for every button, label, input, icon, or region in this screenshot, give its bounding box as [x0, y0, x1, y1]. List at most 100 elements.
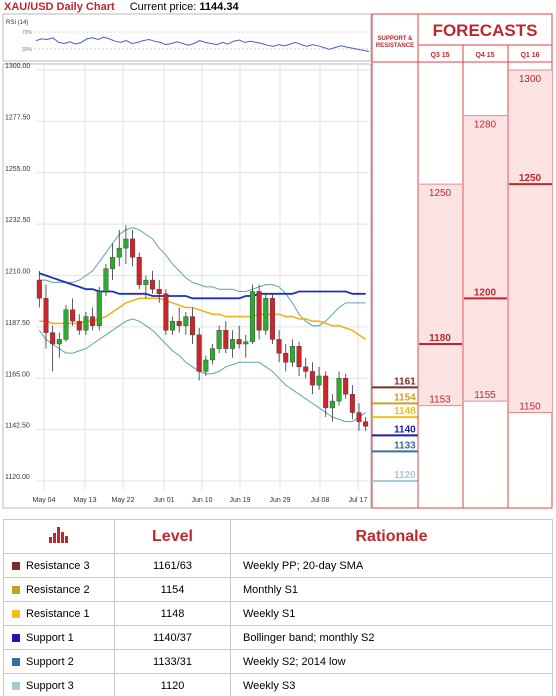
forecast-title: FORECASTS [433, 21, 538, 40]
level-name: Resistance 1 [26, 607, 90, 620]
chart-gridlines [36, 64, 369, 490]
level-name-cell: Support 3 [3, 673, 115, 696]
candle-body [136, 257, 142, 285]
sr-level-label: 1161 [394, 376, 416, 387]
sr-level-label: 1133 [394, 440, 416, 451]
sr-level-label: 1154 [394, 392, 416, 403]
forecast-high-label: 1280 [474, 120, 497, 131]
candle-body [296, 346, 302, 368]
candle-body [170, 320, 176, 331]
y-tick-label: 1255.00 [5, 166, 30, 173]
level-rationale: Weekly PP; 20-day SMA [230, 553, 553, 578]
candle-body [283, 352, 289, 363]
candle-body [316, 375, 322, 386]
candle-body [110, 257, 116, 269]
candle-body [243, 341, 249, 345]
candle-body [103, 268, 109, 292]
level-value: 1140/37 [114, 625, 231, 650]
forecast-mid-label: 1180 [429, 333, 451, 344]
candle-body [263, 298, 269, 331]
level-name: Resistance 2 [26, 583, 90, 596]
chart-title: XAU/USD Daily Chart [4, 1, 115, 13]
candle-body [236, 339, 242, 345]
forecast-low-label: 1155 [474, 390, 496, 401]
candle-body [123, 238, 129, 249]
level-value: 1154 [114, 577, 231, 602]
level-rationale: Weekly S3 [230, 673, 553, 696]
rationale-header: Rationale [230, 519, 553, 554]
y-axis-ticks: 1300.00 1277.50 1255.00 1232.50 1210.00 1187.… [5, 63, 30, 481]
sr-level-label: 1148 [394, 406, 416, 417]
x-tick-label: May 22 [112, 497, 135, 504]
candle-body [249, 291, 255, 342]
candle-body [116, 247, 122, 258]
forecast-range-band [464, 115, 507, 402]
candle-body [309, 371, 315, 386]
candle-body [130, 238, 136, 258]
level-value: 1161/63 [114, 553, 231, 578]
candle-body [323, 375, 329, 409]
level-name: Support 1 [26, 631, 74, 644]
sr-header-line2: RESISTANCE [376, 43, 414, 49]
level-color-swatch [12, 585, 20, 594]
candle-body [90, 316, 96, 326]
level-name: Support 3 [26, 679, 74, 692]
candle-body [76, 320, 82, 331]
levels-table-header: Level Rationale [3, 519, 553, 554]
candle-body [150, 279, 156, 290]
y-tick-label: 1277.50 [5, 114, 30, 121]
main-plot-frame [2, 63, 372, 509]
level-rationale: Monthly S1 [230, 577, 553, 602]
candle-body [223, 330, 229, 349]
candle-body [216, 330, 222, 349]
candle-body [363, 421, 369, 427]
candle-body [303, 366, 309, 372]
level-rationale: Weekly S1 [230, 601, 553, 626]
rsi-tick-30: 30% [22, 47, 33, 53]
x-tick-label: Jun 01 [153, 497, 174, 504]
sr-header-line1: SUPPORT & [377, 36, 413, 42]
x-axis-ticks: May 04 May 13 May 22 Jun 01 Jun 10 Jun 19 Jun … [33, 497, 368, 504]
forecast-range-band [509, 70, 552, 413]
levels-table-row: Support 2 1133/31 Weekly S2; 2014 low [3, 649, 553, 674]
rsi-tick-70: 70% [22, 30, 33, 36]
level-name: Resistance 3 [26, 559, 90, 572]
level-color-swatch [12, 657, 20, 666]
candle-body [356, 412, 362, 422]
forecast-column-header: Q3 15 [430, 52, 449, 59]
levels-table-body: Resistance 3 1161/63 Weekly PP; 20-day SMA… [3, 553, 553, 696]
candle-body [336, 378, 342, 402]
rsi-label: RSI (14) [6, 20, 28, 26]
candle-body [56, 339, 62, 345]
levels-table-row: Resistance 2 1154 Monthly S1 [3, 577, 553, 602]
level-name: Support 2 [26, 655, 74, 668]
candle-body [143, 279, 149, 285]
sr-level-label: 1120 [394, 470, 416, 481]
y-tick-label: 1120.00 [5, 474, 30, 481]
sr-column [371, 13, 419, 509]
forecast-column-header: Q1 16 [520, 52, 539, 59]
levels-table-row: Resistance 3 1161/63 Weekly PP; 20-day SMA [3, 553, 553, 578]
rsi-panel [2, 13, 372, 62]
price-value: 1144.34 [199, 1, 239, 13]
level-rationale: Bollinger band; monthly S2 [230, 625, 553, 650]
candle-body [36, 279, 42, 299]
sma-blue-line [39, 272, 366, 300]
candle-body [209, 348, 215, 361]
forecast-column-header: Q4 15 [475, 52, 494, 59]
sr-level-label: 1140 [394, 424, 416, 435]
level-color-swatch [12, 609, 20, 618]
forecast-high-label: 1250 [429, 188, 452, 199]
level-name-cell: Resistance 2 [3, 577, 115, 602]
x-tick-label: Jun 10 [191, 497, 212, 504]
candle-body [276, 339, 282, 354]
rsi-line [35, 36, 370, 52]
x-tick-label: Jul 08 [311, 497, 330, 504]
level-name-cell: Resistance 3 [3, 553, 115, 578]
forecast-mid-label: 1200 [474, 287, 497, 298]
chart-canvas: RSI (14) 70% 30% 1300.00 1277.50 1255.00 12… [2, 13, 553, 509]
candle-body [343, 378, 349, 395]
level-color-swatch [12, 561, 20, 570]
candle-body [176, 320, 182, 326]
